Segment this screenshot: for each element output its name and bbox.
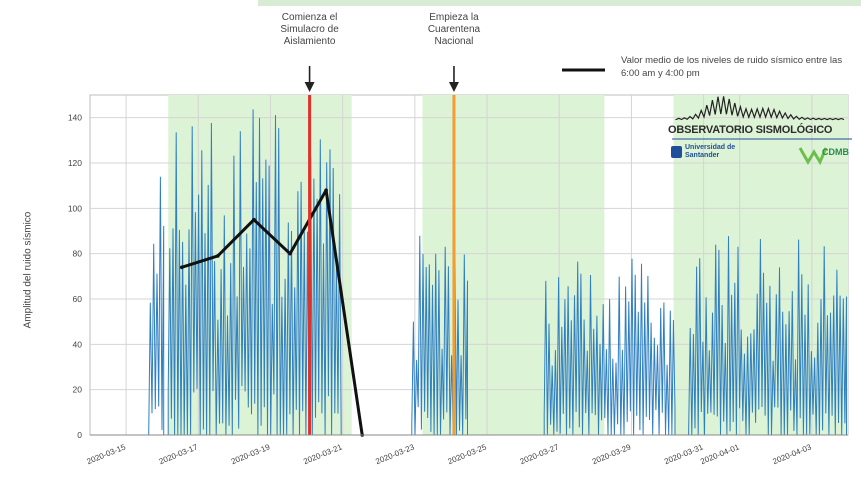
legend-label: Valor medio de los niveles de ruido sísm… — [621, 55, 843, 79]
event-arrow-head — [448, 82, 459, 92]
cdmb-logo-text: CDMB — [822, 147, 849, 157]
mean-point — [216, 254, 220, 258]
y-axis-label: Amplitud del ruido sísmico — [22, 211, 34, 329]
y-tick-label: 120 — [68, 158, 82, 168]
cdmb-leaf-icon — [798, 147, 828, 166]
y-tick-label: 0 — [77, 430, 82, 440]
university-shield-icon — [671, 146, 682, 158]
seismogram-logo — [675, 96, 845, 121]
y-tick-label: 100 — [68, 203, 82, 213]
top-banner-edge — [258, 0, 861, 6]
y-tick-label: 40 — [73, 339, 83, 349]
noise-series-segment — [543, 258, 676, 436]
x-tick-label: 2020-03-15 — [86, 442, 128, 466]
x-tick-label: 2020-03-27 — [519, 442, 561, 466]
noise-series-segment — [167, 109, 342, 436]
x-tick-label: 2020-03-23 — [374, 442, 416, 466]
mean-line — [181, 188, 364, 436]
x-tick-label: 2020-03-25 — [446, 442, 488, 466]
x-tick-label: 2020-04-03 — [771, 442, 813, 466]
x-tick-label: 2020-03-29 — [591, 442, 633, 466]
mean-point — [252, 217, 256, 222]
mean-point — [288, 251, 292, 256]
x-tick-label: 2020-03-17 — [158, 442, 200, 466]
x-tick-label: 2020-03-19 — [230, 442, 272, 466]
mean-point — [324, 188, 328, 192]
x-tick-label: 2020-04-01 — [699, 442, 741, 466]
x-tick-label: 2020-03-21 — [302, 442, 344, 466]
y-tick-label: 20 — [73, 385, 83, 395]
noise-series-segment — [148, 176, 165, 436]
mean-point — [179, 265, 184, 270]
y-tick-label: 140 — [68, 113, 82, 123]
y-tick-label: 60 — [73, 294, 83, 304]
noise-series-segment — [411, 234, 468, 436]
event-label-simulacro: Comienza el Simulacro de Aislamiento — [280, 12, 339, 47]
observatory-logo-title: OBSERVATORIO SISMOLÓGICO — [668, 124, 833, 136]
event-arrow-head — [304, 82, 315, 92]
event-label-cuarentena: Empieza la Cuarentena Nacional — [427, 12, 481, 47]
university-logo-text: Universidad de Santander — [685, 144, 736, 159]
y-tick-label: 80 — [73, 249, 83, 259]
x-tick-label: 2020-03-31 — [663, 442, 705, 466]
